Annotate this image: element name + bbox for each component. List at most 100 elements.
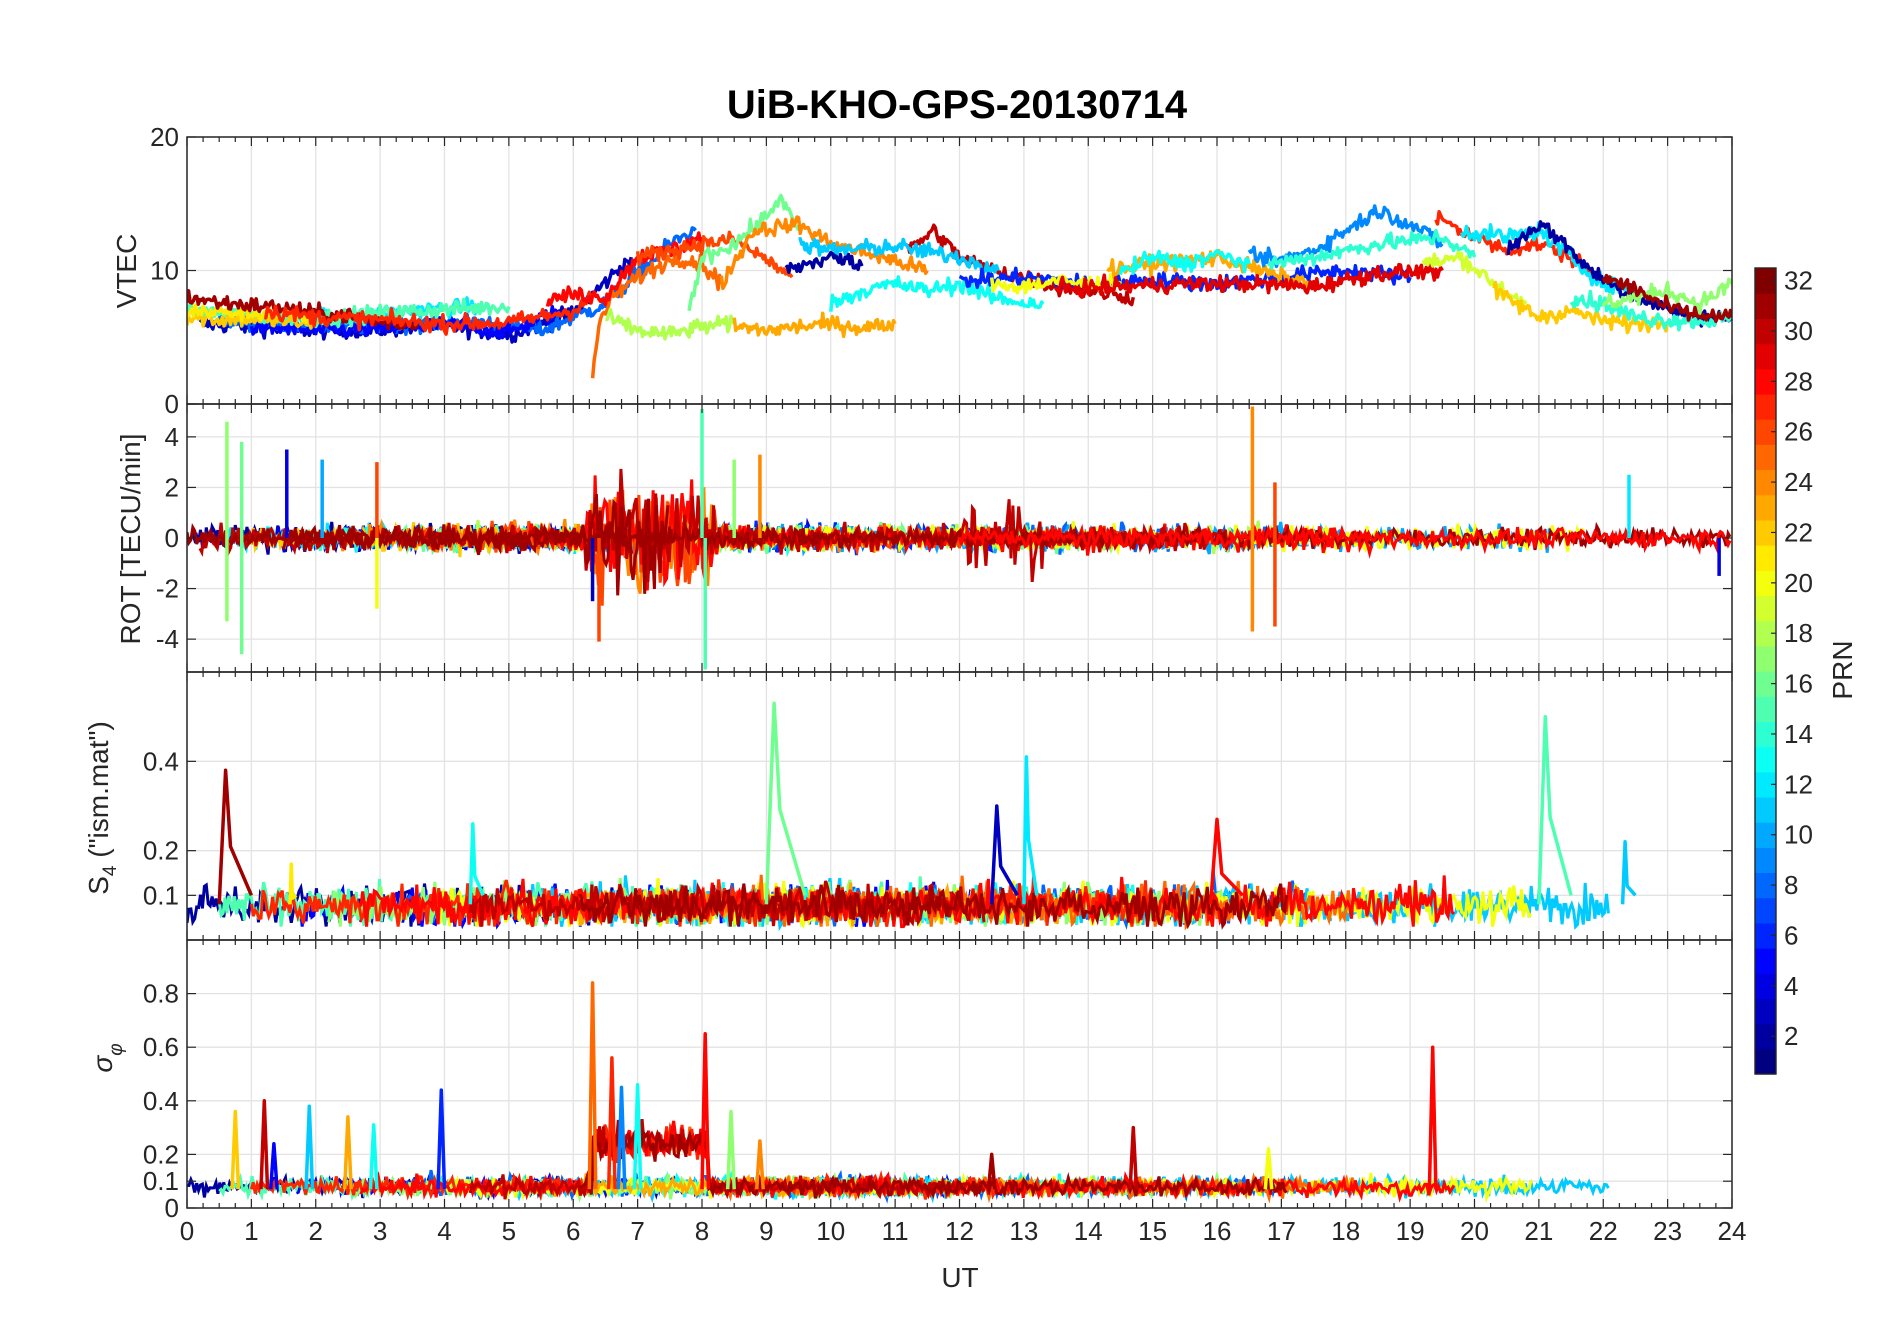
s4-peak-prn-21 [288, 862, 298, 905]
y-tick-label: 0.8 [143, 979, 179, 1009]
y-tick-label: 20 [150, 122, 179, 152]
vtec-arc-prn-14 [1266, 228, 1477, 270]
x-tick-label: 10 [816, 1216, 845, 1246]
s4-peak-prn-12 [1022, 755, 1039, 905]
colorbar-tick-label: 28 [1784, 366, 1813, 396]
vtec-arc-prn-26 [635, 230, 794, 279]
x-tick-label: 13 [1009, 1216, 1038, 1246]
vtec-arc-prn-23 [732, 311, 897, 339]
sigma_phi-peak-prn-25 [587, 981, 598, 1190]
y-tick-label: -2 [156, 574, 179, 604]
s4-peak-prn-3 [989, 804, 1019, 905]
sigma_phi-peak-prn-27 [606, 1056, 617, 1190]
x-tick-label: 3 [373, 1216, 387, 1246]
colorbar-tick-label: 20 [1784, 568, 1813, 598]
colorbar-tick-label: 12 [1784, 769, 1813, 799]
colorbar-segment [1755, 771, 1776, 798]
x-axis-label: UT [941, 1262, 978, 1293]
colorbar-segment [1755, 620, 1776, 647]
colorbar-tick-label: 16 [1784, 669, 1813, 699]
vtec-arc-prn-13 [829, 275, 1045, 312]
sigma_phi-peak-prn-9 [616, 1085, 627, 1190]
y-tick-label: -4 [156, 624, 179, 654]
x-tick-label: 22 [1589, 1216, 1618, 1246]
colorbar-segment [1755, 444, 1776, 471]
sigma_phi-peak-prn-28 [1427, 1045, 1438, 1190]
colorbar-segment [1755, 1048, 1776, 1075]
x-tick-label: 1 [244, 1216, 258, 1246]
y-tick-label: 10 [150, 256, 179, 286]
rot-series-prn-31 [282, 493, 670, 596]
colorbar-segment [1755, 696, 1776, 722]
colorbar-segment [1755, 268, 1776, 294]
colorbar-tick-label: 30 [1784, 316, 1813, 346]
colorbar-tick-label: 6 [1784, 920, 1798, 950]
sigma_phi-peak-prn-28 [700, 1032, 711, 1190]
vtec-arc-prn-30 [906, 223, 1136, 307]
colorbar-tick-label: 14 [1784, 719, 1813, 749]
x-tick-label: 9 [759, 1216, 773, 1246]
s4-series-prn-31 [578, 882, 1288, 930]
series-group [187, 981, 1610, 1204]
x-tick-label: 21 [1524, 1216, 1553, 1246]
colorbar-segment [1755, 343, 1776, 370]
colorbar-segment [1755, 393, 1776, 420]
sigma_phi-peak-prn-24 [754, 1139, 765, 1190]
colorbar-segment [1755, 494, 1776, 521]
sigma_phi-series-prn-31 [579, 1119, 1288, 1200]
colorbar-segment [1755, 293, 1776, 319]
colorbar-tick-label: 18 [1784, 618, 1813, 648]
colorbar-segment [1755, 897, 1776, 924]
vtec-arc-prn-18 [605, 307, 736, 341]
x-tick-label: 24 [1718, 1216, 1747, 1246]
colorbar-segment [1755, 948, 1776, 974]
x-tick-label: 4 [437, 1216, 451, 1246]
colorbar-tick-label: 24 [1784, 467, 1813, 497]
chart-title: UiB-KHO-GPS-20130714 [727, 83, 1188, 127]
sigma_phi-peak-prn-13 [632, 1082, 643, 1190]
panel-vtec: 0 10 20 [150, 122, 1733, 419]
vtec-arc-prn-9 [1247, 204, 1444, 269]
x-tick-label: 6 [566, 1216, 580, 1246]
colorbar-tick-label: 26 [1784, 417, 1813, 447]
colorbar-segment [1755, 595, 1776, 622]
vtec-arc-prn-28 [545, 231, 704, 307]
vtec-arc-prn-31 [1601, 273, 1732, 323]
vtec-arc-prn-2 [784, 250, 864, 275]
s4-peak-prn-11 [1620, 839, 1637, 905]
x-tick-label: 16 [1203, 1216, 1232, 1246]
sigma_phi-peak-prn-5 [268, 1141, 279, 1190]
colorbar-tick-label: 32 [1784, 266, 1813, 296]
y-tick-label: 0 [165, 1193, 179, 1223]
colorbar-segment [1755, 998, 1776, 1025]
colorbar-segment [1755, 922, 1776, 949]
x-tick-label: 12 [945, 1216, 974, 1246]
vtec-arc-prn-17 [1601, 277, 1732, 316]
colorbar-segment [1755, 519, 1776, 546]
series-group [187, 701, 1637, 932]
x-tick-label: 19 [1396, 1216, 1425, 1246]
y-tick-label: 0.2 [143, 1139, 179, 1169]
vtec-arc-prn-27 [264, 290, 594, 336]
sigma_phi-peak-prn-13 [368, 1123, 379, 1190]
panel-rot: -4 -2 0 2 4 [156, 403, 1733, 673]
y-tick-label: 0.2 [143, 836, 179, 866]
sigma_phi-peak-prn-23 [342, 1115, 353, 1190]
y-tick-label: 2 [165, 472, 179, 502]
y-tick-label: 0 [165, 523, 179, 553]
y-tick-label: 4 [165, 422, 179, 452]
colorbar-segment [1755, 645, 1776, 672]
sigma_phi-peak-prn-20 [1263, 1147, 1274, 1190]
vtec-arc-prn-22 [1492, 280, 1670, 335]
y-tick-label: 0.1 [143, 880, 179, 910]
x-tick-label: 15 [1138, 1216, 1167, 1246]
y-tick-label: 0.4 [143, 1086, 179, 1116]
s4-series-prn-30 [468, 880, 986, 927]
x-tick-label: 20 [1460, 1216, 1489, 1246]
x-tick-label: 5 [502, 1216, 516, 1246]
sigma_phi-peak-prn-11 [304, 1104, 315, 1190]
x-tick-label: 23 [1653, 1216, 1682, 1246]
sigma_phi-peak-prn-31 [986, 1152, 997, 1190]
sigma_phi-series-prn-30 [468, 1118, 986, 1200]
